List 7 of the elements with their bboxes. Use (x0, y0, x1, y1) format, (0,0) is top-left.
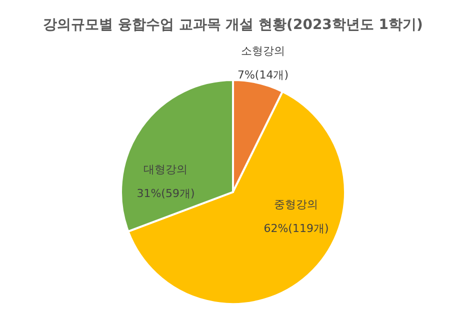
chart-title: 강의규모별 융합수업 교과목 개설 현황(2023학년도 1학기) (43, 17, 423, 33)
data-label: 31%(59개) (136, 187, 195, 200)
data-label: 62%(119개) (264, 222, 329, 235)
slice-label: 소형강의 (240, 44, 285, 58)
slice-label: 중형강의 (274, 198, 318, 211)
slice-label: 대형강의 (144, 163, 188, 176)
data-label: 7%(14개) (237, 68, 288, 82)
